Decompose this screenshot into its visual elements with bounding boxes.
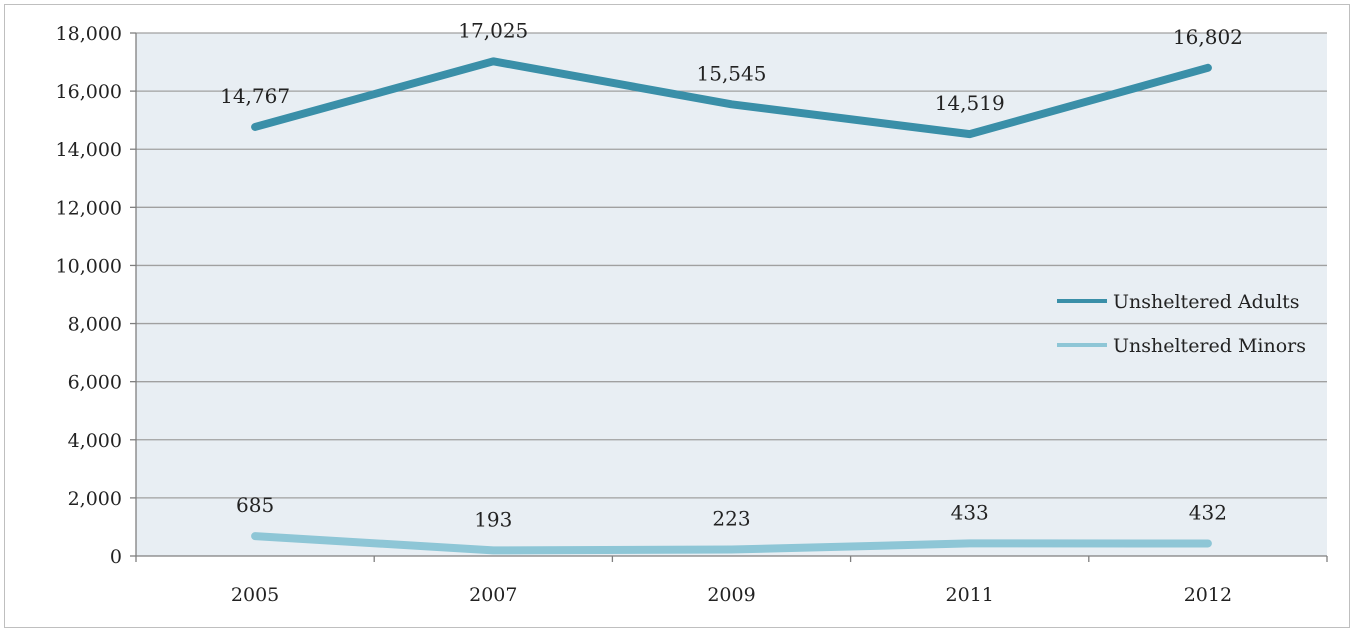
legend-label: Unsheltered Minors: [1113, 335, 1306, 357]
x-axis-tick-labels: 2005 2007 2009 2011 2012: [231, 584, 1232, 606]
series-lines: [251, 57, 1212, 555]
x-tick-label: 2007: [469, 584, 517, 606]
gridlines: [136, 32, 1327, 499]
y-tick-label: 10,000: [56, 255, 122, 277]
y-tick-label: 0: [110, 546, 122, 568]
y-tick-label: 8,000: [68, 314, 122, 336]
data-label: 685: [236, 493, 274, 517]
axes: [130, 32, 1328, 562]
data-label: 17,025: [458, 18, 528, 42]
y-tick-label: 12,000: [56, 197, 122, 219]
x-tick-label: 2011: [946, 584, 994, 606]
data-label: 433: [951, 500, 989, 524]
y-tick-label: 14,000: [56, 139, 122, 161]
legend: Unsheltered Adults Unsheltered Minors: [1057, 291, 1306, 357]
data-label: 432: [1189, 500, 1227, 524]
data-labels: 14,767 17,025 15,545 14,519 16,802 685 193 223 4…: [220, 18, 1243, 531]
series-line-minors: [251, 532, 1212, 555]
data-label: 193: [474, 507, 512, 531]
data-label: 14,519: [935, 91, 1005, 115]
data-label: 14,767: [220, 84, 290, 108]
y-tick-label: 2,000: [68, 488, 122, 510]
y-tick-label: 18,000: [56, 23, 122, 45]
series-line-adults: [251, 57, 1212, 139]
x-tick-label: 2009: [707, 584, 755, 606]
x-tick-label: 2005: [231, 584, 279, 606]
y-tick-label: 6,000: [68, 372, 122, 394]
y-tick-label: 16,000: [56, 81, 122, 103]
data-label: 223: [712, 507, 750, 531]
plot-area: [136, 33, 1327, 556]
data-label: 15,545: [697, 61, 767, 85]
x-tick-label: 2012: [1184, 584, 1232, 606]
legend-label: Unsheltered Adults: [1113, 291, 1300, 313]
data-label: 16,802: [1173, 25, 1243, 49]
line-chart: 0 2,000 4,000 6,000 8,000 10,000 12,000 14,000 1…: [56, 18, 1328, 606]
y-axis-tick-labels: 0 2,000 4,000 6,000 8,000 10,000 12,000 14,000 1…: [56, 23, 122, 568]
chart-frame: 0 2,000 4,000 6,000 8,000 10,000 12,000 14,000 1…: [4, 4, 1350, 628]
y-tick-label: 4,000: [68, 430, 122, 452]
